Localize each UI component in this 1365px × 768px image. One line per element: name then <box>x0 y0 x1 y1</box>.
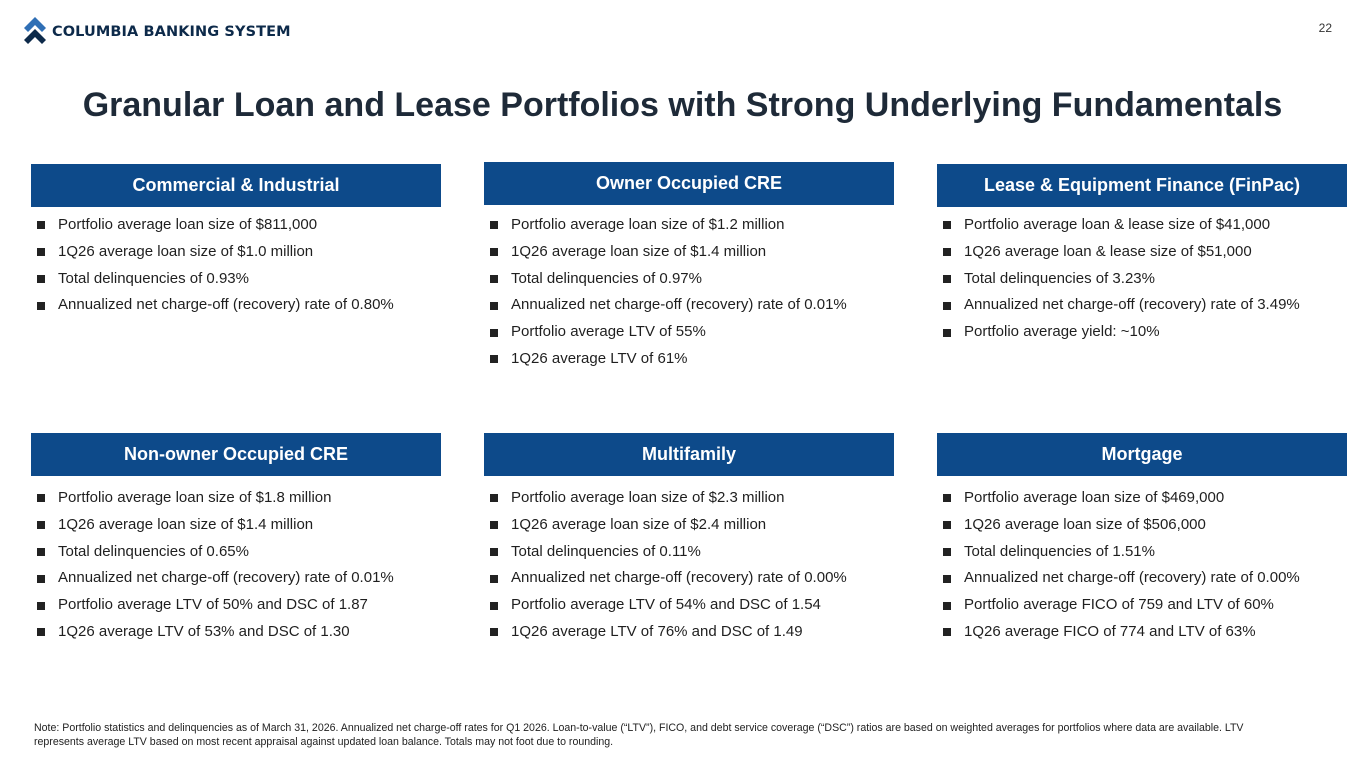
square-bullet-icon <box>943 521 951 530</box>
list-item: Annualized net charge-off (recovery) rat… <box>37 565 441 592</box>
square-bullet-icon <box>943 274 951 283</box>
list-item: Total delinquencies of 0.65% <box>37 539 441 566</box>
company-logo: COLUMBIA BANKING SYSTEM <box>24 17 291 47</box>
square-bullet-icon <box>37 601 45 610</box>
card-header: Multifamily <box>484 433 894 476</box>
list-item: Portfolio average LTV of 54% and DSC of … <box>490 592 894 619</box>
list-item: Portfolio average FICO of 759 and LTV of… <box>943 592 1347 619</box>
list-item: Total delinquencies of 3.23% <box>943 266 1347 293</box>
bullet-list: Portfolio average loan size of $811,000 … <box>31 212 441 319</box>
square-bullet-icon <box>37 248 45 257</box>
list-item: 1Q26 average LTV of 53% and DSC of 1.30 <box>37 619 441 646</box>
list-item: Portfolio average yield: ~10% <box>943 319 1347 346</box>
list-item: 1Q26 average LTV of 61% <box>490 346 894 373</box>
list-item: Portfolio average LTV of 55% <box>490 319 894 346</box>
page-number: 22 <box>1318 21 1332 35</box>
square-bullet-icon <box>490 601 498 610</box>
square-bullet-icon <box>490 628 498 637</box>
square-bullet-icon <box>943 221 951 230</box>
list-item: 1Q26 average loan size of $506,000 <box>943 512 1347 539</box>
bullet-list: Portfolio average loan & lease size of $… <box>937 212 1347 346</box>
square-bullet-icon <box>490 328 498 337</box>
square-bullet-icon <box>37 221 45 230</box>
square-bullet-icon <box>490 301 498 310</box>
list-item: 1Q26 average loan & lease size of $51,00… <box>943 239 1347 266</box>
list-item: Annualized net charge-off (recovery) rat… <box>490 292 894 319</box>
square-bullet-icon <box>37 274 45 283</box>
bullet-list: Portfolio average loan size of $1.8 mill… <box>31 485 441 646</box>
bullet-list: Portfolio average loan size of $2.3 mill… <box>484 485 894 646</box>
list-item: Portfolio average loan size of $1.2 mill… <box>490 212 894 239</box>
square-bullet-icon <box>943 248 951 257</box>
square-bullet-icon <box>943 328 951 337</box>
square-bullet-icon <box>490 494 498 503</box>
list-item: 1Q26 average FICO of 774 and LTV of 63% <box>943 619 1347 646</box>
list-item: Total delinquencies of 1.51% <box>943 539 1347 566</box>
square-bullet-icon <box>943 301 951 310</box>
list-item: Portfolio average loan size of $1.8 mill… <box>37 485 441 512</box>
card-header: Lease & Equipment Finance (FinPac) <box>937 164 1347 207</box>
square-bullet-icon <box>943 628 951 637</box>
list-item: 1Q26 average loan size of $2.4 million <box>490 512 894 539</box>
square-bullet-icon <box>490 547 498 556</box>
square-bullet-icon <box>37 494 45 503</box>
list-item: 1Q26 average loan size of $1.4 million <box>37 512 441 539</box>
list-item: Total delinquencies of 0.93% <box>37 266 441 293</box>
square-bullet-icon <box>943 601 951 610</box>
card-header: Non-owner Occupied CRE <box>31 433 441 476</box>
list-item: Annualized net charge-off (recovery) rat… <box>37 292 441 319</box>
square-bullet-icon <box>490 521 498 530</box>
bullet-list: Portfolio average loan size of $469,000 … <box>937 485 1347 646</box>
list-item: Annualized net charge-off (recovery) rat… <box>490 565 894 592</box>
square-bullet-icon <box>490 248 498 257</box>
square-bullet-icon <box>490 274 498 283</box>
square-bullet-icon <box>490 221 498 230</box>
square-bullet-icon <box>943 494 951 503</box>
list-item: Annualized net charge-off (recovery) rat… <box>943 565 1347 592</box>
list-item: 1Q26 average LTV of 76% and DSC of 1.49 <box>490 619 894 646</box>
square-bullet-icon <box>37 547 45 556</box>
logo-text: COLUMBIA BANKING SYSTEM <box>52 24 291 40</box>
bullet-list: Portfolio average loan size of $1.2 mill… <box>484 212 894 373</box>
card-header: Mortgage <box>937 433 1347 476</box>
list-item: Total delinquencies of 0.11% <box>490 539 894 566</box>
square-bullet-icon <box>943 574 951 583</box>
square-bullet-icon <box>37 574 45 583</box>
list-item: 1Q26 average loan size of $1.0 million <box>37 239 441 266</box>
square-bullet-icon <box>37 301 45 310</box>
card-header: Commercial & Industrial <box>31 164 441 207</box>
square-bullet-icon <box>490 574 498 583</box>
list-item: Annualized net charge-off (recovery) rat… <box>943 292 1347 319</box>
page-title: Granular Loan and Lease Portfolios with … <box>82 86 1283 124</box>
card-header: Owner Occupied CRE <box>484 162 894 205</box>
card-mortgage: Mortgage Portfolio average loan size of … <box>937 433 1347 646</box>
chevron-logo-icon <box>24 17 46 44</box>
list-item: Total delinquencies of 0.97% <box>490 266 894 293</box>
square-bullet-icon <box>37 628 45 637</box>
list-item: Portfolio average loan size of $469,000 <box>943 485 1347 512</box>
list-item: Portfolio average loan size of $811,000 <box>37 212 441 239</box>
card-multifamily: Multifamily Portfolio average loan size … <box>484 433 894 646</box>
card-owner-occupied-cre: Owner Occupied CRE Portfolio average loa… <box>484 162 894 373</box>
footnote: Note: Portfolio statistics and delinquen… <box>34 722 1244 748</box>
card-lease-equipment-finance: Lease & Equipment Finance (FinPac) Portf… <box>937 164 1347 346</box>
list-item: 1Q26 average loan size of $1.4 million <box>490 239 894 266</box>
card-non-owner-occupied-cre: Non-owner Occupied CRE Portfolio average… <box>31 433 441 646</box>
square-bullet-icon <box>37 521 45 530</box>
card-commercial-industrial: Commercial & Industrial Portfolio averag… <box>31 164 441 319</box>
list-item: Portfolio average loan & lease size of $… <box>943 212 1347 239</box>
square-bullet-icon <box>490 355 498 364</box>
square-bullet-icon <box>943 547 951 556</box>
list-item: Portfolio average loan size of $2.3 mill… <box>490 485 894 512</box>
list-item: Portfolio average LTV of 50% and DSC of … <box>37 592 441 619</box>
